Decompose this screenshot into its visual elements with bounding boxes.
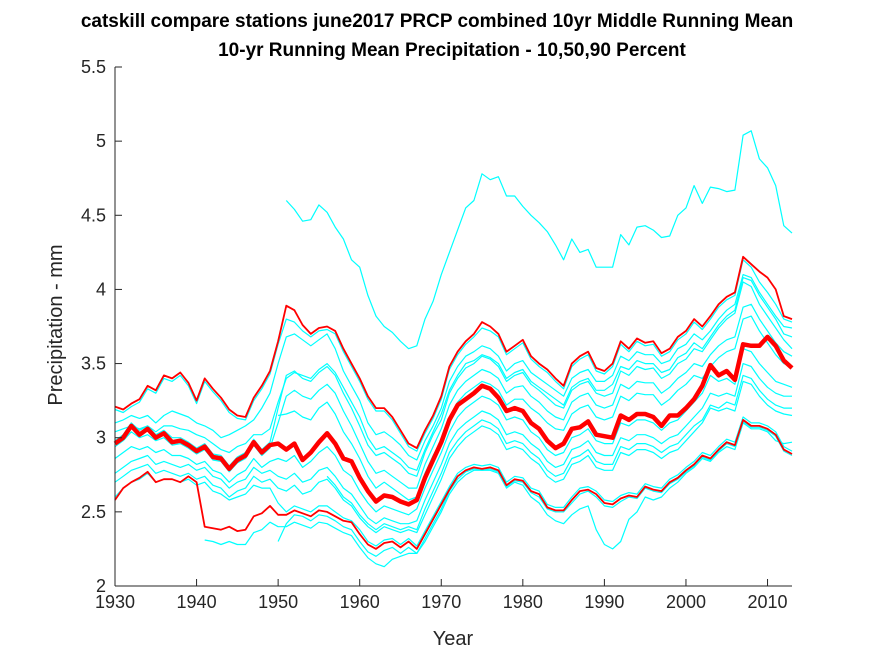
x-axis-label: Year: [433, 628, 474, 650]
x-tick-label-5: 1980: [503, 592, 543, 612]
y-tick-label-0: 2: [96, 576, 106, 596]
y-axis-label: Precipitation - mm: [45, 244, 67, 405]
y-tick-label-7: 5.5: [81, 57, 106, 77]
station-line-3: [285, 130, 793, 350]
chart-title: catskill compare stations june2017 PRCP …: [81, 11, 793, 32]
station-line-5: [114, 274, 793, 461]
series-layer: [113, 130, 794, 568]
x-tick-label-8: 2010: [748, 592, 788, 612]
y-tick-label-4: 4: [96, 279, 106, 299]
station-line-10: [114, 363, 792, 525]
station-line-16: [114, 277, 793, 471]
x-tick-label-0: 1930: [95, 592, 135, 612]
y-tick-label-3: 3.5: [81, 354, 106, 374]
x-tick-label-2: 1950: [258, 592, 298, 612]
x-tick-label-6: 1990: [584, 592, 624, 612]
station-line-15: [326, 374, 792, 531]
station-line-13: [114, 416, 793, 547]
station-line-14: [277, 420, 793, 557]
percentile-line-2: [114, 419, 793, 550]
x-tick-label-1: 1940: [177, 592, 217, 612]
y-tick-label-5: 4.5: [81, 205, 106, 225]
y-tick-label-6: 5: [96, 131, 106, 151]
station-line-12: [204, 422, 793, 568]
axes-layer: 1930 1940 1950 1960 1970 1980 1990 2000 2010 2 2.5…: [81, 57, 792, 612]
x-tick-label-3: 1960: [340, 592, 380, 612]
y-tick-label-1: 2.5: [81, 502, 106, 522]
chart-subtitle: 10-yr Running Mean Precipitation - 10,50…: [218, 40, 686, 61]
percentile-line-0: [114, 255, 793, 449]
station-line-9: [114, 348, 793, 516]
median-line-1: [113, 334, 794, 507]
x-tick-label-4: 1970: [421, 592, 461, 612]
x-tick-label-7: 2000: [666, 592, 706, 612]
station-line-11: [114, 380, 793, 534]
y-tick-label-2: 3: [96, 428, 106, 448]
station-line-4: [114, 259, 793, 452]
